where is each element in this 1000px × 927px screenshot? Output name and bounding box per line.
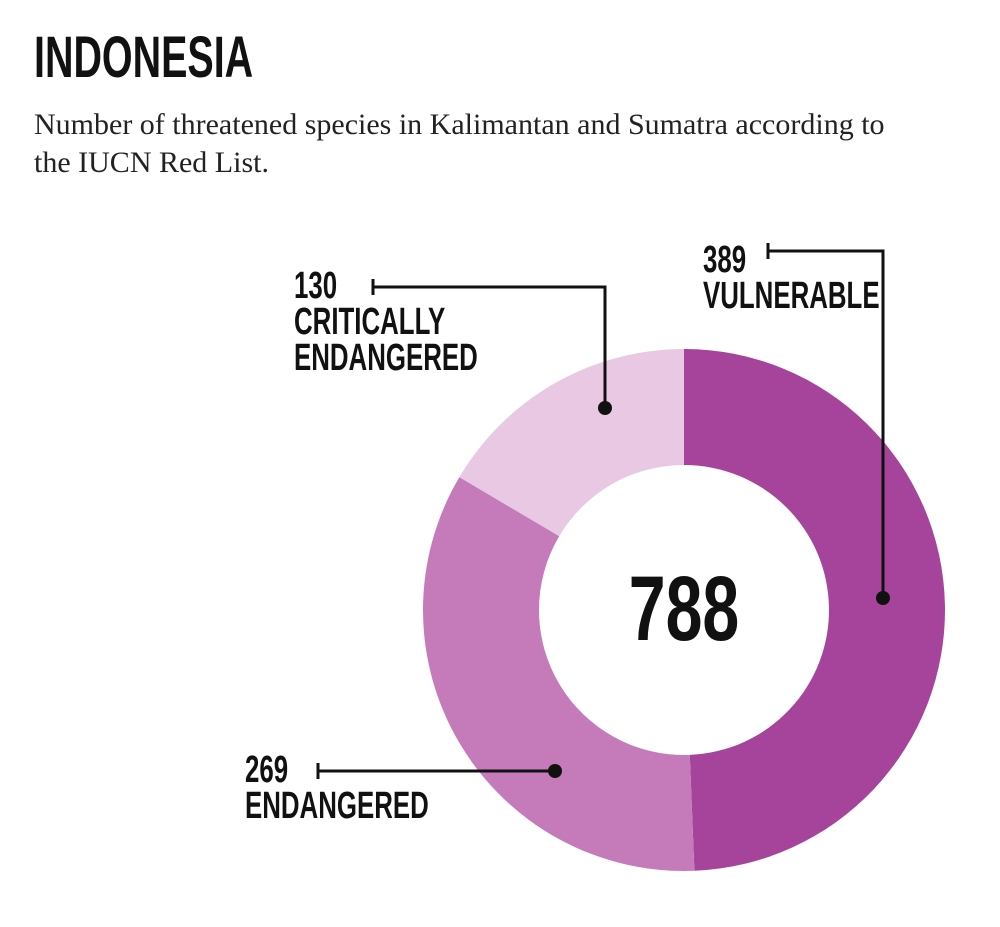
segment-label: 269 ENDANGERED [245,749,429,827]
leader-dot [876,591,890,605]
category-label: CRITICALLY ENDANGERED [294,301,478,379]
center-total: 788 [629,556,740,659]
donut-segment [459,349,684,537]
chart-subtitle: Number of threatened species in Kalimant… [34,108,885,179]
segment-label: 389 VULNERABLE [703,239,880,317]
category-label: ENDANGERED [245,785,429,827]
category-label: VULNERABLE [703,275,880,317]
segment-label: 130 CRITICALLY ENDANGERED [294,265,478,379]
value-label: 130 [294,265,338,307]
value-label: 269 [245,749,289,791]
donut-segment [684,349,945,871]
leader-dot [598,401,612,415]
leader-dot [548,764,562,778]
donut-segment [423,477,695,872]
chart-title: INDONESIA [34,25,254,90]
value-label: 389 [703,239,747,281]
leader-line [373,285,607,408]
leader-line [768,249,885,598]
